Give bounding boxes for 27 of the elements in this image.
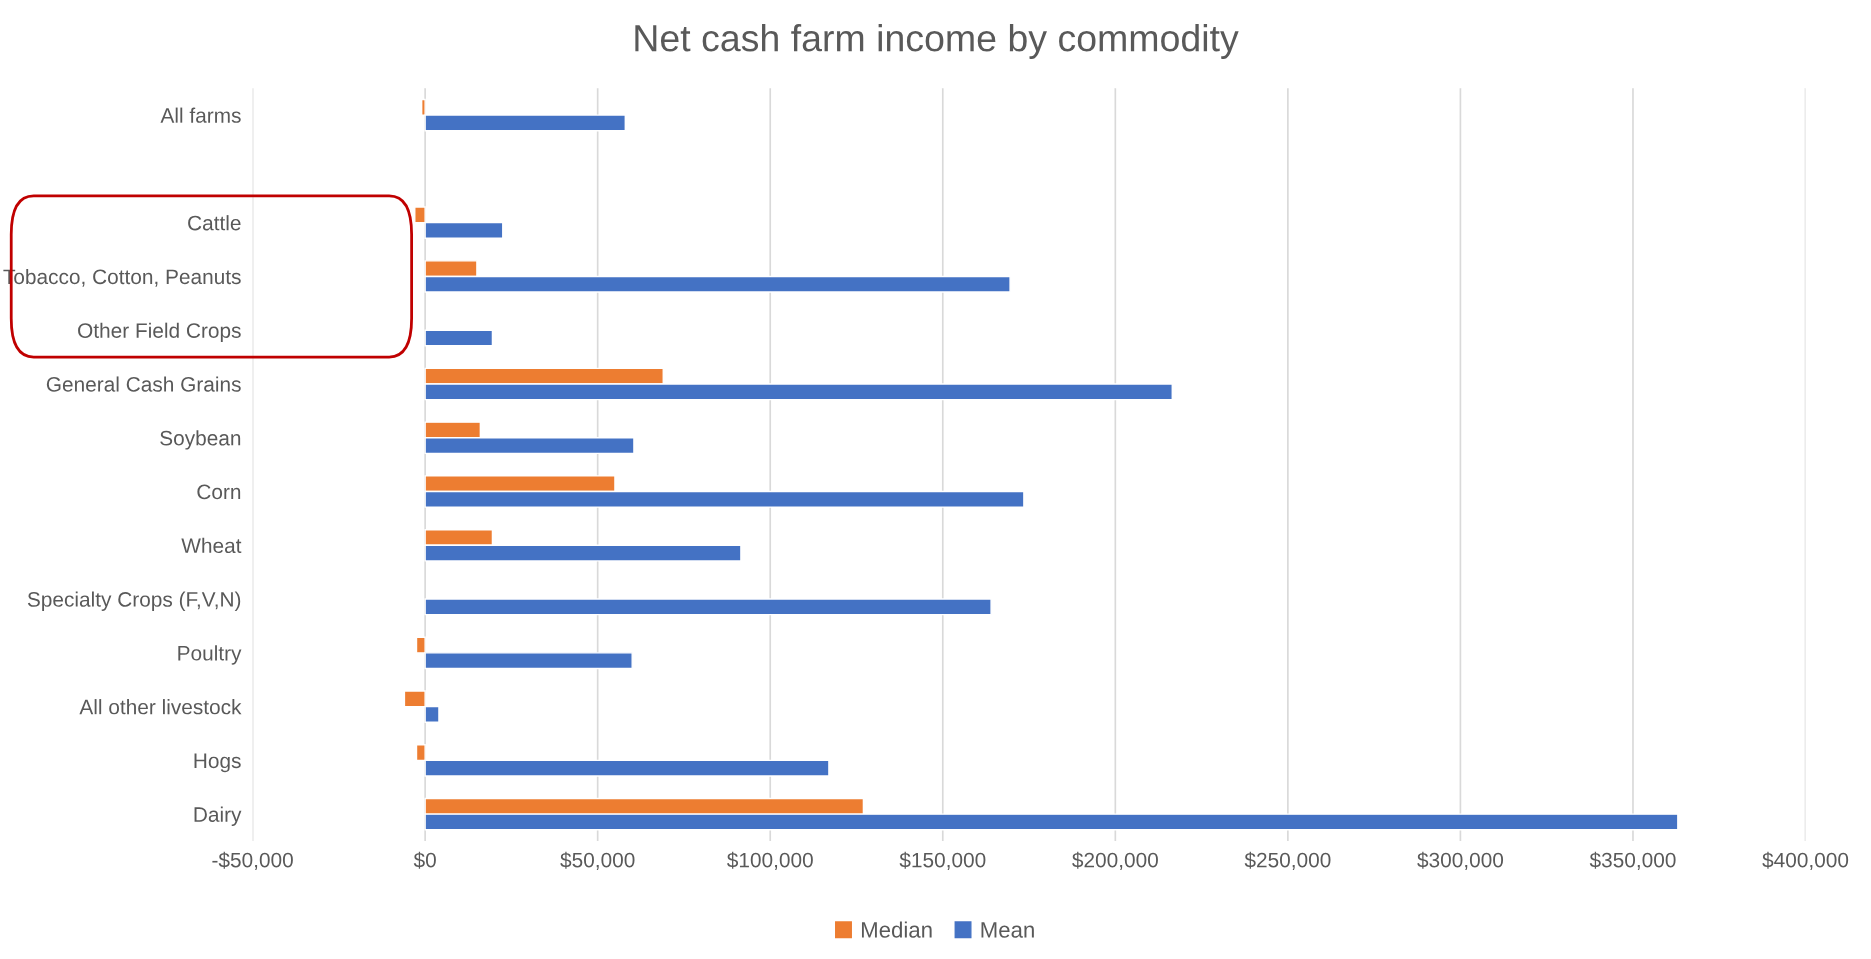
x-tick-label: $100,000	[727, 851, 813, 870]
x-tick-label: -$50,000	[212, 851, 293, 870]
x-tick-label: $150,000	[899, 851, 986, 870]
legend-label: Mean	[981, 922, 1034, 938]
x-tick-label: $0	[413, 851, 436, 869]
y-tick-label: Dairy	[194, 806, 242, 827]
y-tick-label: Hogs	[194, 753, 241, 773]
bar	[424, 598, 992, 616]
x-tick-label: $400,000	[1762, 851, 1849, 870]
y-tick-label: Cattle	[188, 215, 241, 231]
chart-title: Net cash farm income by commodity	[635, 23, 1239, 59]
y-tick-label: All other livestock	[79, 699, 242, 715]
y-tick-label: Corn	[197, 484, 241, 500]
bar	[424, 329, 494, 347]
y-tick-label: Specialty Crops (F,V,N)	[27, 591, 241, 611]
y-tick-label: Soybean	[160, 430, 241, 450]
x-tick-label: $200,000	[1072, 851, 1158, 870]
y-tick-label: All farms	[160, 107, 241, 123]
y-tick-label: Poultry	[178, 645, 242, 665]
x-tick-label: $350,000	[1589, 851, 1676, 870]
y-tick-label: General Cash Grains	[46, 376, 241, 392]
x-tick-label: $250,000	[1244, 851, 1331, 870]
x-tick-label: $300,000	[1417, 851, 1504, 870]
y-tick-label: Other Field Crops	[78, 322, 241, 343]
x-tick-label: $50,000	[560, 851, 635, 870]
legend-label: Median	[861, 921, 932, 938]
y-tick-label: Wheat	[181, 537, 242, 554]
